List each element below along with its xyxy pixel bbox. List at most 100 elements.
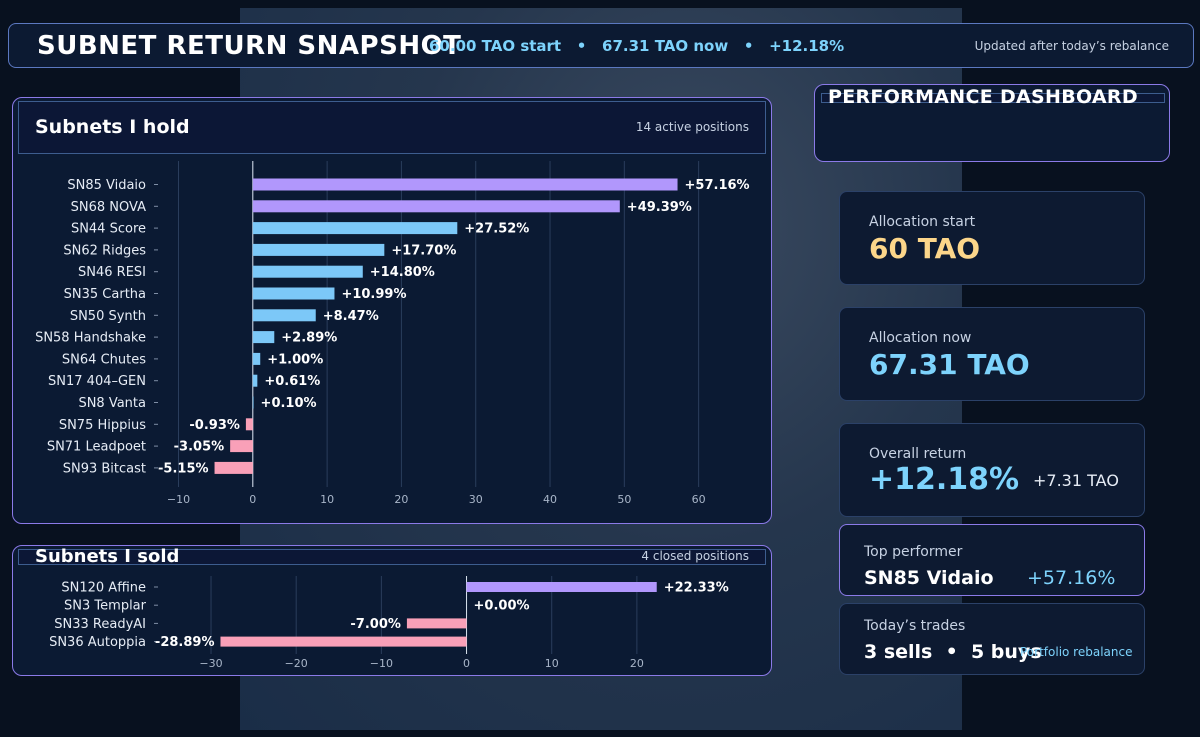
bar bbox=[466, 581, 657, 592]
data-label: -28.89% bbox=[154, 635, 214, 650]
category-label: SN71 Leadpoet bbox=[46, 439, 145, 454]
category-label: SN36 Autoppia bbox=[49, 635, 146, 650]
data-label: +8.47% bbox=[322, 308, 378, 323]
bar bbox=[252, 374, 257, 387]
top-performer-card: Top performer SN85 Vidaio +57.16% bbox=[839, 524, 1145, 596]
bar bbox=[252, 330, 274, 343]
x-tick-label: 10 bbox=[320, 493, 334, 506]
top-performer-name: SN85 Vidaio bbox=[864, 567, 994, 589]
bar bbox=[252, 265, 363, 278]
sold-panel-header bbox=[18, 549, 766, 565]
x-tick-label: 30 bbox=[468, 493, 482, 506]
page-title: SUBNET RETURN SNAPSHOT bbox=[37, 31, 462, 61]
header-bar: SUBNET RETURN SNAPSHOT 60.00 TAO start •… bbox=[8, 23, 1194, 68]
data-label: +0.61% bbox=[264, 374, 320, 389]
bar bbox=[214, 461, 253, 474]
overall-return-card: Overall return +12.18% +7.31 TAO bbox=[839, 423, 1145, 517]
sold-panel: Subnets I sold 4 closed positions −30 −20… bbox=[12, 545, 772, 676]
overall-return-label: Overall return bbox=[869, 446, 967, 462]
top-performer-label: Top performer bbox=[864, 544, 963, 560]
allocation-now-label: Allocation now bbox=[869, 330, 972, 346]
dashboard-title-inner bbox=[821, 93, 1165, 103]
category-label: SN50 Synth bbox=[69, 308, 145, 323]
x-tick-label: −10 bbox=[166, 493, 189, 506]
bar bbox=[252, 221, 457, 234]
allocation-start-value: 60 TAO bbox=[869, 232, 981, 265]
x-tick-label: 20 bbox=[394, 493, 408, 506]
held-panel-title: Subnets I hold bbox=[35, 116, 190, 138]
held-panel-header bbox=[18, 101, 766, 154]
allocation-now-value: 67.31 TAO bbox=[869, 348, 1030, 381]
data-label: -5.15% bbox=[158, 461, 209, 476]
category-label: SN93 Bitcast bbox=[62, 461, 145, 476]
todays-trades-label: Today’s trades bbox=[864, 618, 966, 634]
top-performer-value: +57.16% bbox=[1027, 567, 1116, 589]
held-panel: Subnets I hold 14 active positions −10 0 1… bbox=[12, 97, 772, 524]
data-label: -3.05% bbox=[173, 439, 224, 454]
bar bbox=[252, 199, 620, 212]
bar bbox=[229, 439, 253, 452]
category-label: SN62 Ridges bbox=[63, 243, 146, 258]
data-label: -7.00% bbox=[350, 616, 401, 631]
data-label: +27.52% bbox=[464, 221, 529, 236]
data-label: +57.16% bbox=[684, 178, 749, 193]
bar bbox=[252, 308, 316, 321]
category-label: SN120 Affine bbox=[61, 580, 146, 595]
bar bbox=[245, 417, 253, 430]
category-label: SN44 Score bbox=[70, 221, 145, 236]
header-summary: 60.00 TAO start • 67.31 TAO now • +12.18… bbox=[429, 37, 845, 55]
bar bbox=[252, 178, 678, 190]
x-tick-label: 10 bbox=[544, 657, 558, 670]
data-label: -0.93% bbox=[189, 417, 240, 432]
data-label: +14.80% bbox=[369, 265, 434, 280]
sold-panel-title: Subnets I sold bbox=[35, 546, 180, 567]
allocation-start-label: Allocation start bbox=[869, 214, 976, 230]
x-tick-label: 40 bbox=[543, 493, 557, 506]
x-tick-label: −10 bbox=[369, 657, 392, 670]
data-label: +0.00% bbox=[473, 598, 529, 613]
x-tick-label: 50 bbox=[617, 493, 631, 506]
overall-return-value: +12.18% bbox=[869, 462, 1020, 497]
sold-panel-note: 4 closed positions bbox=[641, 549, 749, 563]
bar bbox=[252, 243, 384, 256]
allocation-start-card: Allocation start 60 TAO bbox=[839, 191, 1145, 285]
data-label: +10.99% bbox=[341, 287, 406, 302]
category-label: SN75 Hippius bbox=[58, 417, 145, 432]
category-label: SN3 Templar bbox=[64, 598, 147, 613]
data-label: +2.89% bbox=[281, 330, 337, 345]
x-tick-label: 20 bbox=[629, 657, 643, 670]
data-label: +0.10% bbox=[260, 396, 316, 411]
todays-trades-card: Today’s trades 3 sells • 5 buys Portfoli… bbox=[839, 603, 1145, 675]
category-label: SN33 ReadyAI bbox=[54, 616, 146, 631]
x-tick-label: 0 bbox=[463, 657, 470, 670]
dashboard-title-box bbox=[814, 84, 1170, 162]
todays-trades-value: 3 sells • 5 buys bbox=[864, 641, 1042, 663]
x-tick-label: 60 bbox=[691, 493, 705, 506]
bar bbox=[252, 287, 334, 299]
bar bbox=[219, 636, 467, 647]
x-tick-label: −30 bbox=[199, 657, 222, 670]
category-label: SN35 Cartha bbox=[63, 287, 145, 302]
overall-return-delta: +7.31 TAO bbox=[1033, 471, 1119, 490]
x-tick-label: −20 bbox=[284, 657, 307, 670]
category-label: SN58 Handshake bbox=[35, 330, 146, 345]
data-label: +22.33% bbox=[663, 580, 728, 595]
allocation-now-card: Allocation now 67.31 TAO bbox=[839, 307, 1145, 401]
bar bbox=[252, 352, 260, 365]
category-label: SN85 Vidaio bbox=[67, 178, 146, 193]
dashboard-title: PERFORMANCE DASHBOARD bbox=[828, 86, 1138, 108]
x-tick-label: 0 bbox=[249, 493, 256, 506]
data-label: +49.39% bbox=[626, 199, 691, 214]
data-label: +1.00% bbox=[267, 352, 323, 367]
category-label: SN8 Vanta bbox=[78, 396, 146, 411]
updated-note: Updated after today’s rebalance bbox=[974, 39, 1169, 53]
category-label: SN68 NOVA bbox=[70, 199, 145, 214]
bar bbox=[252, 396, 254, 408]
bar bbox=[406, 617, 467, 628]
category-label: SN64 Chutes bbox=[61, 352, 145, 367]
category-label: SN17 404–GEN bbox=[48, 374, 146, 389]
category-label: SN46 RESI bbox=[78, 265, 146, 280]
todays-trades-note: Portfolio rebalance bbox=[1020, 645, 1133, 659]
held-panel-note: 14 active positions bbox=[635, 120, 749, 134]
held-chart: −10 0 10 20 30 40 50 60 SN85 Vidaio +57.16% SN68 N… bbox=[35, 160, 749, 506]
